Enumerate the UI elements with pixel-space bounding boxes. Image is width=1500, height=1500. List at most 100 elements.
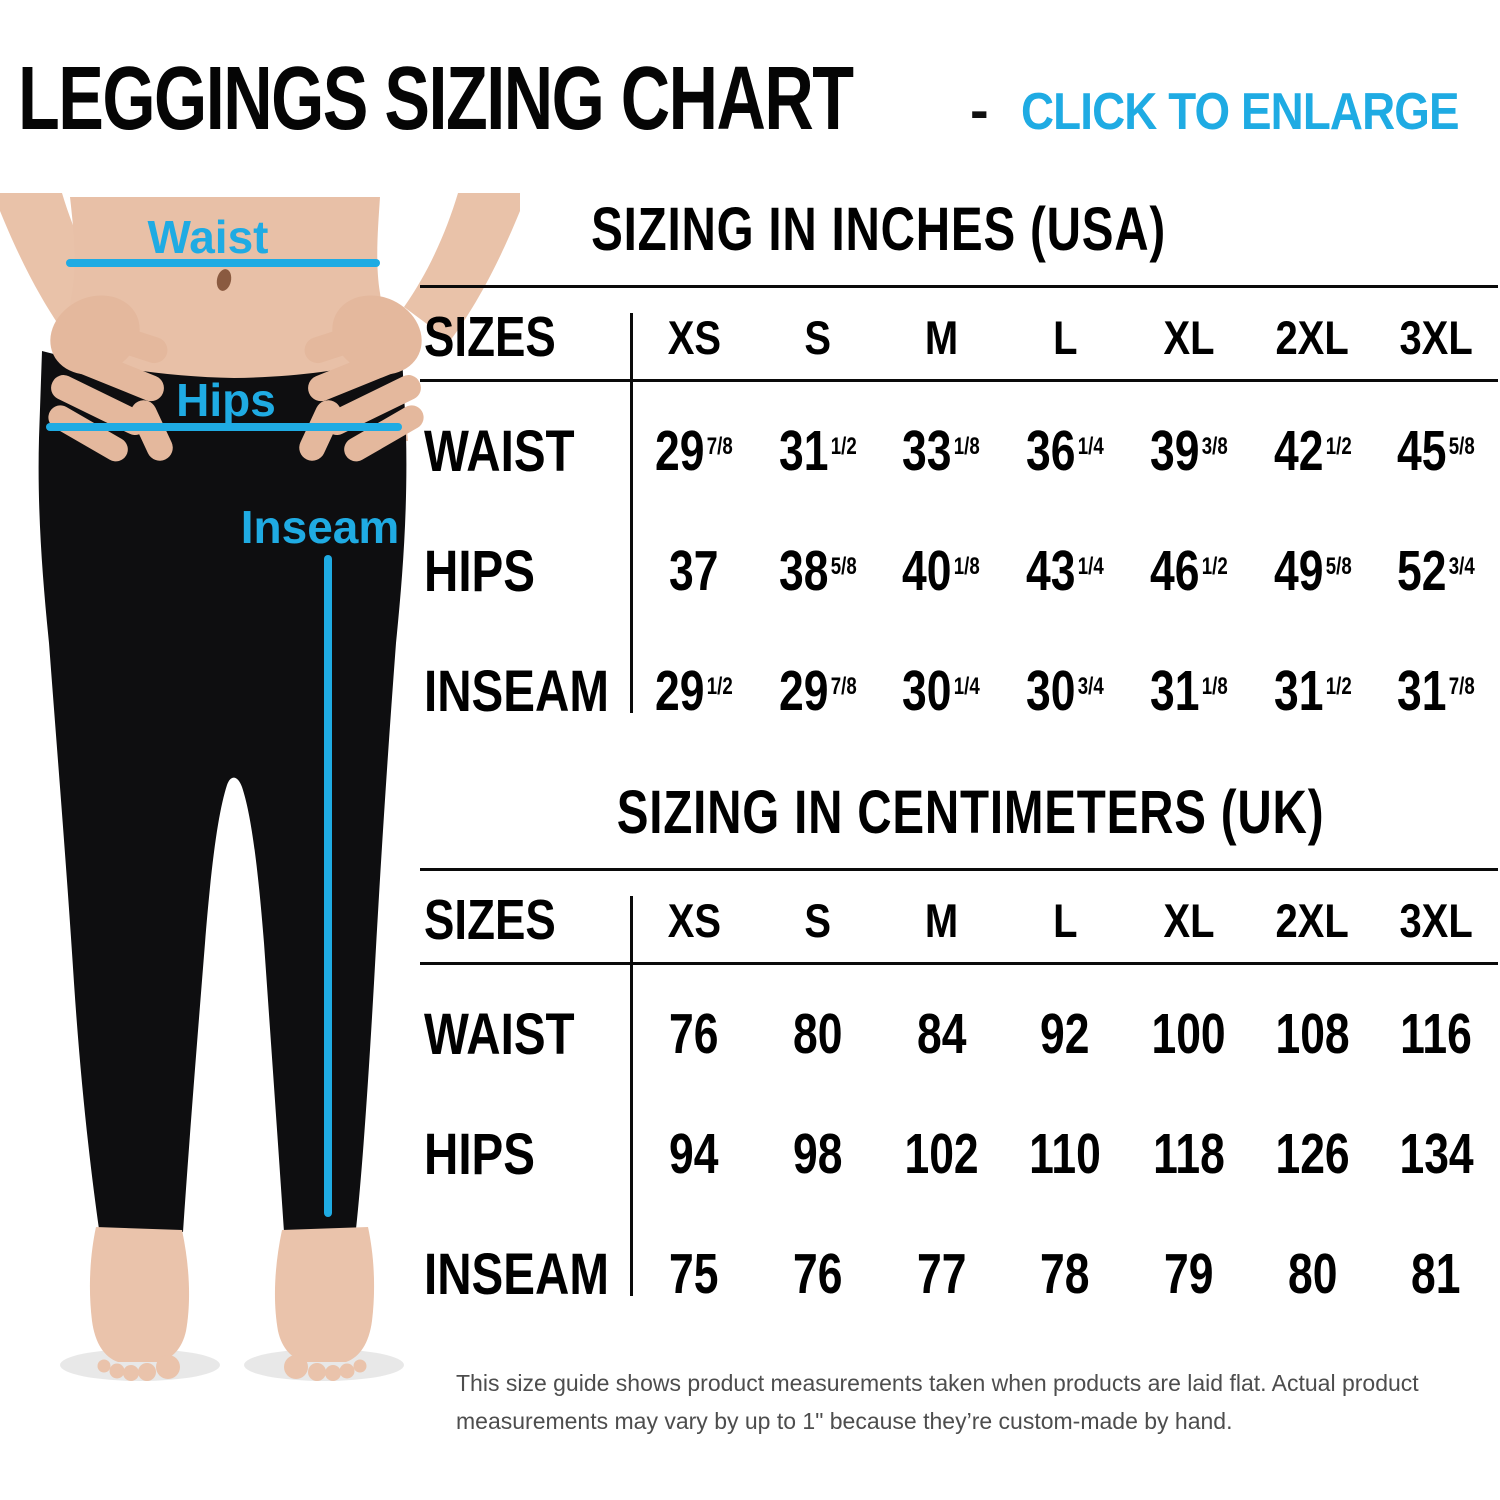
right-forearm-shape <box>404 193 520 341</box>
cm-hips-row: HIPS 94 98 102 110 118 126 134 <box>420 1094 1498 1214</box>
right-foot-shadow <box>244 1349 404 1381</box>
measurement-value: 495/8 <box>1273 539 1352 603</box>
right-hand <box>299 295 424 462</box>
cm-sizes-label: SIZES <box>424 888 556 952</box>
measurement-value: 431/4 <box>1026 539 1104 603</box>
measurement-value: 76 <box>792 1242 843 1306</box>
measurement-value: 311/2 <box>778 419 857 483</box>
measurement-value: 311/8 <box>1149 659 1228 723</box>
measurement-value: 102 <box>904 1122 979 1186</box>
measurement-value: 385/8 <box>778 539 857 603</box>
measurement-value: 76 <box>669 1002 719 1066</box>
measurement-value: 98 <box>792 1122 843 1186</box>
measurement-value: 92 <box>1040 1002 1090 1066</box>
size-column-header: L <box>1052 310 1078 364</box>
size-column-header: 2XL <box>1275 310 1350 364</box>
cm-waist-row-label: WAIST <box>424 1001 575 1067</box>
cm-table-title: SIZING IN CENTIMETERS (UK) <box>617 778 1325 846</box>
cm-hips-row-label: HIPS <box>424 1121 536 1187</box>
title-separator: - <box>970 78 989 141</box>
measurement-value: 118 <box>1152 1122 1225 1186</box>
measurement-value: 81 <box>1411 1242 1461 1306</box>
size-guide-footnote: This size guide shows product measuremen… <box>456 1370 1419 1434</box>
size-column-header: 3XL <box>1399 893 1473 947</box>
measurement-value: 331/8 <box>902 419 981 483</box>
cm-waist-row: WAIST 76 80 84 92 100 108 116 <box>420 974 1498 1094</box>
measurement-value: 100 <box>1151 1002 1226 1066</box>
waist-line <box>66 259 380 267</box>
figure-svg: Waist Hips Inseam <box>0 193 520 1381</box>
hips-line <box>46 423 402 431</box>
measurement-value: 311/2 <box>1273 659 1352 723</box>
measurement-value: 80 <box>792 1002 843 1066</box>
measurement-value: 126 <box>1275 1122 1350 1186</box>
measurement-value: 75 <box>669 1242 719 1306</box>
inseam-label: Inseam <box>241 501 400 553</box>
measurement-value: 393/8 <box>1149 419 1228 483</box>
size-column-header: 2XL <box>1275 893 1350 947</box>
measurement-value: 78 <box>1040 1242 1090 1306</box>
size-column-header: S <box>804 893 831 947</box>
measurement-value: 79 <box>1163 1242 1214 1306</box>
measurement-value: 421/2 <box>1273 419 1352 483</box>
inches-table-title: SIZING IN INCHES (USA) <box>591 195 1167 263</box>
left-foot-shadow <box>60 1349 220 1381</box>
measurement-value: 297/8 <box>654 419 733 483</box>
cm-table-vertical-divider <box>630 896 633 1296</box>
measurement-value: 401/8 <box>902 539 981 603</box>
inches-waist-row-label: WAIST <box>424 418 575 484</box>
cm-size-header-row: SIZES XS S M L XL 2XL 3XL <box>420 878 1498 962</box>
size-column-header: S <box>804 310 831 364</box>
measurement-value: 84 <box>916 1002 967 1066</box>
inches-inseam-row-label: INSEAM <box>424 658 609 724</box>
measurement-value: 134 <box>1399 1122 1474 1186</box>
measurement-value: 94 <box>669 1122 719 1186</box>
size-column-header: M <box>924 893 958 947</box>
inches-inseam-row: INSEAM 291/2 297/8 301/4 303/4 311/8 311/2 317… <box>420 631 1498 751</box>
measurement-value: 297/8 <box>778 659 857 723</box>
measurement-value: 116 <box>1400 1002 1473 1066</box>
size-column-header: XL <box>1163 310 1215 364</box>
cm-table-mid-rule <box>420 962 1498 965</box>
measurement-value: 303/4 <box>1026 659 1104 723</box>
leggings-shape <box>38 351 407 1232</box>
measurement-value: 461/2 <box>1149 539 1228 603</box>
inches-size-header-row: SIZES XS S M L XL 2XL 3XL <box>420 295 1498 379</box>
measurement-value: 523/4 <box>1397 539 1476 603</box>
hips-label: Hips <box>176 374 276 426</box>
waist-label: Waist <box>148 211 269 263</box>
sizing-table-inches: SIZING IN INCHES (USA) SIZES XS S M L XL 2XL 3… <box>420 195 1498 770</box>
right-foot <box>274 1227 375 1381</box>
click-to-enlarge-link[interactable]: CLICK TO ENLARGE <box>1020 83 1459 141</box>
inches-waist-row: WAIST 297/8 311/2 331/8 361/4 393/8 421/2 455/… <box>420 391 1498 511</box>
measurement-value: 110 <box>1029 1122 1101 1186</box>
measurement-value: 37 <box>669 539 719 603</box>
inches-hips-row-label: HIPS <box>424 538 536 604</box>
size-column-header: XL <box>1163 893 1215 947</box>
cm-inseam-row: INSEAM 75 76 77 78 79 80 81 <box>420 1214 1498 1334</box>
inches-table-top-rule <box>420 285 1498 288</box>
measurement-value: 77 <box>916 1242 967 1306</box>
size-column-header: M <box>924 310 958 364</box>
cm-inseam-row-label: INSEAM <box>424 1241 609 1307</box>
header-bar: LEGGINGS SIZING CHART - CLICK TO ENLARGE <box>18 48 1500 151</box>
size-column-header: L <box>1052 893 1078 947</box>
inches-hips-row: HIPS 37 385/8 401/8 431/4 461/2 495/8 523/4 <box>420 511 1498 631</box>
measurement-value: 317/8 <box>1397 659 1476 723</box>
left-foot <box>89 1227 190 1381</box>
inches-sizes-label: SIZES <box>424 305 556 369</box>
measurement-value: 301/4 <box>902 659 981 723</box>
measurement-value: 455/8 <box>1397 419 1476 483</box>
leggings-figure-illustration: Waist Hips Inseam <box>0 183 540 1500</box>
page-title: LEGGINGS SIZING CHART <box>18 49 854 149</box>
measurement-value: 361/4 <box>1026 419 1104 483</box>
navel <box>216 269 232 291</box>
measurement-value: 80 <box>1287 1242 1338 1306</box>
cm-table-top-rule <box>420 868 1498 871</box>
size-column-header: XS <box>667 310 721 364</box>
size-column-header: XS <box>667 893 721 947</box>
inches-table-mid-rule <box>420 379 1498 382</box>
inches-table-vertical-divider <box>630 313 633 713</box>
measurement-value: 291/2 <box>654 659 733 723</box>
